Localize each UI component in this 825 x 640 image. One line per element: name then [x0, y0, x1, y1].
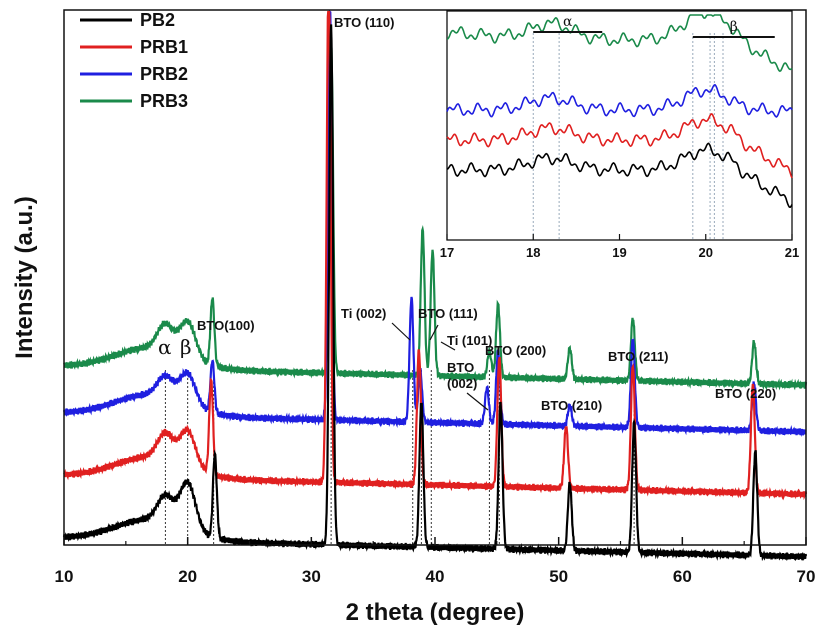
x-tick-label: 70: [797, 567, 816, 586]
inset-alpha-label: α: [563, 14, 573, 30]
legend-label-pb2: PB2: [140, 10, 175, 30]
inset-frame: [446, 10, 793, 241]
x-tick-label: 40: [426, 567, 445, 586]
legend-label-prb1: PRB1: [140, 37, 188, 57]
series-line-prb1: [63, 10, 808, 501]
peak-label: (002): [447, 376, 477, 391]
x-tick-label: 50: [549, 567, 568, 586]
inset-x-tick-label: 18: [526, 245, 540, 260]
series-line-prb3: [63, 42, 808, 391]
series-line-prb2: [62, 9, 807, 437]
peak-label: BTO (110): [334, 15, 394, 30]
legend-label-prb2: PRB2: [140, 64, 188, 84]
peak-label: Ti (101): [447, 333, 492, 348]
inset-series-pb2: [446, 142, 793, 209]
x-tick-label: 60: [673, 567, 692, 586]
series-line-pb2: [62, 24, 808, 562]
x-tick-label: 30: [302, 567, 321, 586]
x-axis-title: 2 theta (degree): [346, 599, 525, 626]
annotation-arrow: [466, 392, 489, 411]
peak-label: BTO (111): [418, 306, 478, 321]
inset-x-tick-label: 17: [440, 245, 454, 260]
inset-x-tick-label: 19: [612, 245, 626, 260]
plot-area: 10 20 30 40 50 60 70 2 theta (degree) Intensity …: [11, 9, 816, 626]
x-tick-label: 10: [55, 567, 74, 586]
peak-label: BTO (210): [541, 398, 602, 413]
inset-series-prb3: [446, 14, 793, 73]
peak-label: BTO(100): [197, 318, 255, 333]
beta-label: β: [180, 335, 192, 359]
annotation-arrow: [429, 324, 439, 341]
legend-label-prb3: PRB3: [140, 91, 188, 111]
peak-label: BTO: [447, 360, 474, 375]
inset-series-prb2: [446, 84, 793, 118]
inset-beta-label: β: [730, 19, 738, 35]
x-tick-label: 20: [178, 567, 197, 586]
inset-plot: α β 17 18 19 20 21: [440, 10, 799, 260]
annotation-arrow: [440, 341, 456, 351]
annotation-arrow: [391, 322, 411, 341]
alpha-label: α: [158, 335, 172, 359]
inset-x-tick-label: 21: [785, 245, 799, 260]
inset-series-prb1: [446, 112, 793, 179]
peak-label: BTO (220): [715, 386, 776, 401]
peak-label: Ti (002): [341, 306, 386, 321]
peak-label: BTO (211): [608, 349, 668, 364]
inset-x-tick-label: 20: [699, 245, 713, 260]
peak-label: BTO (200): [485, 343, 546, 358]
y-axis-title: Intensity (a.u.): [11, 196, 38, 359]
